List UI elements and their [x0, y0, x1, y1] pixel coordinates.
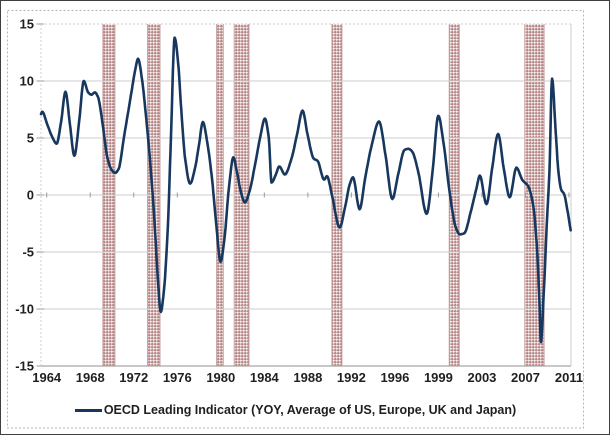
- x-axis-label: 1996: [380, 370, 409, 385]
- y-axis-label: 15: [20, 17, 34, 32]
- x-axis-label: 2003: [467, 370, 496, 385]
- x-axis-label: 2007: [511, 370, 540, 385]
- y-axis-label: 10: [20, 74, 34, 89]
- legend: OECD Leading Indicator (YOY, Average of …: [7, 401, 584, 419]
- axes-group: [36, 23, 572, 367]
- x-axis-labels-group: 1964 1968 1972 1976 1980 1984 1988 1992 1996 1999…: [32, 370, 583, 385]
- x-axis-label: 1976: [163, 370, 192, 385]
- y-axis-label: 0: [27, 188, 34, 203]
- x-axis-label: 1972: [119, 370, 148, 385]
- legend-label: OECD Leading Indicator (YOY, Average of …: [103, 403, 517, 417]
- y-axis-label: 5: [27, 131, 34, 146]
- x-axis-label: 1980: [206, 370, 235, 385]
- x-axis-label: 2011: [555, 370, 583, 385]
- x-axis-label: 1992: [337, 370, 366, 385]
- x-axis-label: 1988: [293, 370, 322, 385]
- chart-outer-border: [7, 10, 584, 429]
- indicator-line: [39, 36, 572, 344]
- x-axis-label: 1964: [32, 370, 62, 385]
- y-axis-labels-group: 15 10 5 0 -5 -10 -15: [15, 17, 34, 374]
- legend-line-marker: [74, 408, 102, 412]
- y-axis-label: -10: [15, 302, 34, 317]
- y-axis-label: -15: [15, 359, 34, 374]
- series-group: [39, 36, 572, 344]
- x-axis-label: 1999: [424, 370, 453, 385]
- x-axis-label: 1968: [76, 370, 105, 385]
- y-axis-label: -5: [22, 245, 34, 260]
- x-axis-label: 1984: [250, 370, 280, 385]
